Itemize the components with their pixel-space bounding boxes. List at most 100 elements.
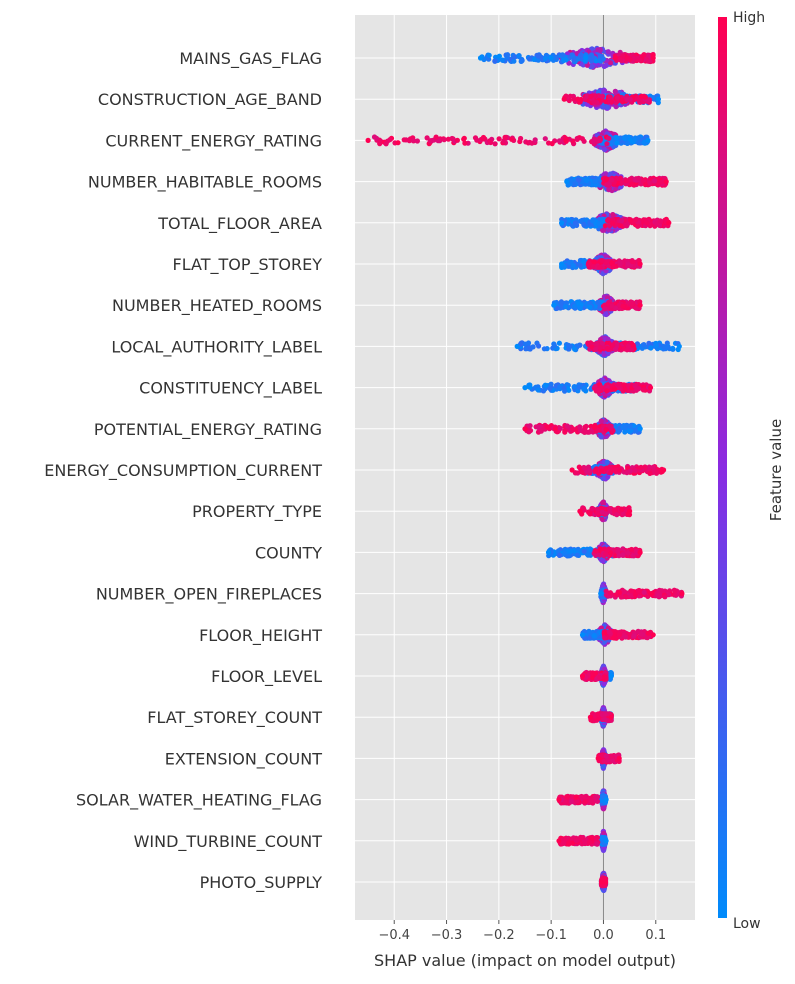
shap-point [523,346,528,351]
shap-point [503,135,508,140]
shap-point [636,135,641,140]
shap-point [493,141,498,146]
shap-point [557,553,562,558]
shap-point [632,383,637,388]
shap-point [564,139,569,144]
shap-point [609,100,614,105]
shap-point [582,466,587,471]
shap-point [516,53,521,58]
shap-point [670,346,675,351]
shap-point [655,182,660,187]
shap-point [577,509,582,514]
shap-point [629,302,634,307]
shap-point [598,345,603,350]
shap-point [572,347,577,352]
shap-point [572,304,577,309]
shap-point [638,426,643,431]
shap-point [395,140,400,145]
shap-point [573,220,578,225]
shap-point [643,182,648,187]
shap-point [592,137,597,142]
shap-point [623,424,628,429]
shap-point [599,434,604,439]
shap-point [652,178,657,183]
shap-point [536,387,541,392]
shap-point [587,468,592,473]
shap-point [531,344,536,349]
shap-point [633,468,638,473]
shap-point [616,429,621,434]
shap-point [617,260,622,265]
shap-point [605,547,610,552]
shap-point [620,304,625,309]
shap-point [546,550,551,555]
shap-point [527,56,532,61]
shap-point [585,341,590,346]
shap-point [605,105,610,110]
shap-point [624,470,629,475]
shap-point [587,305,592,310]
shap-point [600,510,605,515]
shap-point [550,141,555,146]
shap-point [487,53,492,58]
shap-point [614,135,619,140]
shap-point [577,305,582,310]
shap-point [610,212,615,217]
shap-point [509,137,514,142]
shap-point [612,264,617,269]
shap-point [600,500,605,505]
shap-point [609,177,614,182]
shap-point [600,94,605,99]
shap-point [651,55,656,60]
shap-point [560,52,565,57]
shap-point [562,551,567,556]
shap-point [531,57,536,62]
shap-point [593,468,598,473]
shap-point [630,553,635,558]
shap-point [608,470,613,475]
shap-point [488,140,493,145]
shap-point [621,512,626,517]
shap-point [636,140,641,145]
shap-point [629,182,634,187]
shap-point [628,217,633,222]
shap-point [653,343,658,348]
shap-point [592,425,597,430]
shap-point [645,138,650,143]
shap-point [619,218,624,223]
shap-point [522,385,527,390]
shap-point [428,138,433,143]
shap-point [590,506,595,511]
shap-point [527,424,532,429]
shap-point [666,220,671,225]
shap-point [597,265,602,270]
shap-point [593,548,598,553]
shap-point [627,57,632,62]
shap-point [562,389,567,394]
shap-point [591,259,596,264]
shap-point [562,430,567,435]
shap-point [565,423,570,428]
shap-point [613,55,618,60]
shap-point [563,304,568,309]
shap-point [614,512,619,517]
shap-point [641,342,646,347]
shap-point [578,53,583,58]
shap-point [522,426,527,431]
shap-point [592,179,597,184]
shap-point [603,311,608,316]
shap-point [636,176,641,181]
shap-point [677,344,682,349]
shap-point [570,467,575,472]
shap-point [571,263,576,268]
shap-point [572,384,577,389]
shap-point [612,507,617,512]
shap-point [606,182,611,187]
shap-point [582,430,587,435]
shap-point [610,428,615,433]
shap-point [622,136,627,141]
shap-point [552,343,557,348]
shap-point [557,385,562,390]
shap-point [615,95,620,100]
